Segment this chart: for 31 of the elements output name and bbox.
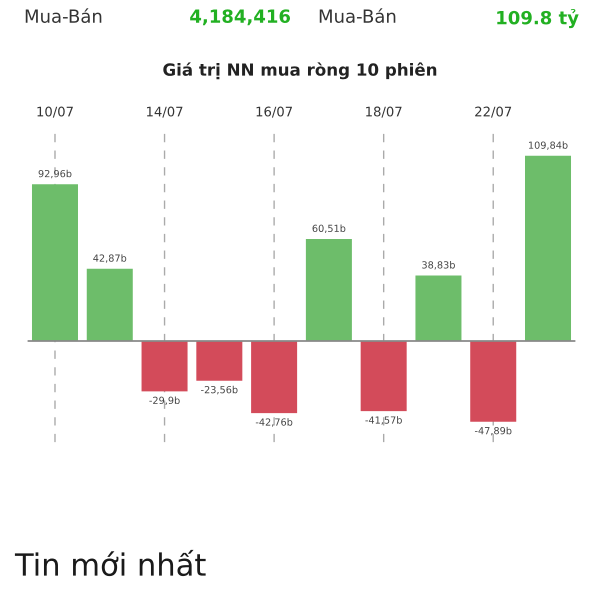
- bar: [415, 276, 462, 342]
- bar: [142, 341, 188, 392]
- bar: [360, 341, 407, 412]
- chart-title: Giá trị NN mua ròng 10 phiên: [163, 62, 436, 80]
- text: Mua-Bán: [320, 8, 396, 23]
- bar: [251, 341, 298, 414]
- x-tick-label: 10/07: [37, 106, 73, 118]
- x-tick-label: 18/07: [366, 106, 402, 118]
- text: 4,184,416: [190, 9, 290, 26]
- bar: [306, 238, 352, 342]
- x-tick-label: 14/07: [146, 106, 182, 118]
- bar: [470, 341, 516, 422]
- x-tick-label: 22/07: [475, 106, 512, 118]
- text: 109.8 tỷ: [497, 9, 579, 28]
- data-label: -29,9b: [149, 396, 180, 406]
- bar: [86, 268, 133, 342]
- data-label: 109,84b: [528, 141, 568, 150]
- text: Mua-Bán: [26, 8, 102, 23]
- data-label: -41,57b: [365, 416, 402, 425]
- data-label: 38,83b: [422, 261, 455, 270]
- data-label: -23,56b: [201, 386, 238, 394]
- data-label: 92,96b: [38, 170, 72, 178]
- data-label: 42,87b: [93, 254, 126, 263]
- data-label: -47,89b: [474, 426, 512, 436]
- x-tick-label: 16/07: [256, 106, 292, 118]
- data-label: 60,51b: [312, 224, 346, 234]
- bar: [32, 184, 78, 342]
- bar: [525, 156, 572, 342]
- bar: [196, 341, 242, 381]
- text: Tin mới nhất: [14, 550, 206, 576]
- data-label: -42,76b: [256, 418, 292, 427]
